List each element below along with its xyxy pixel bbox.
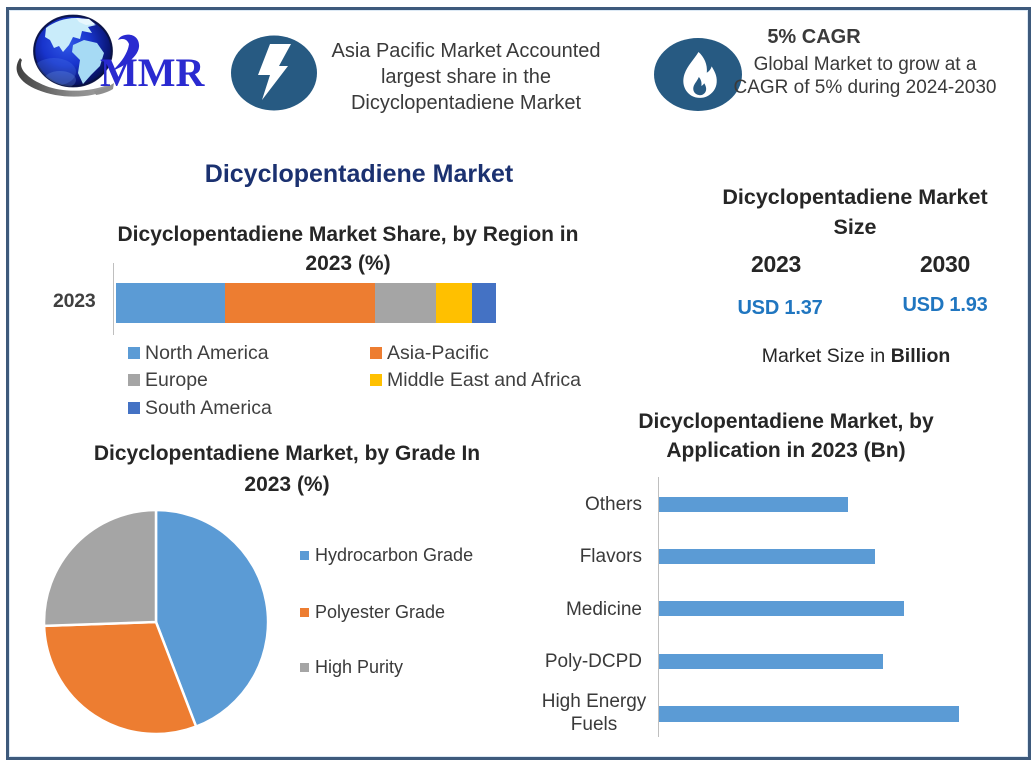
svg-text:MMR: MMR: [100, 50, 206, 95]
